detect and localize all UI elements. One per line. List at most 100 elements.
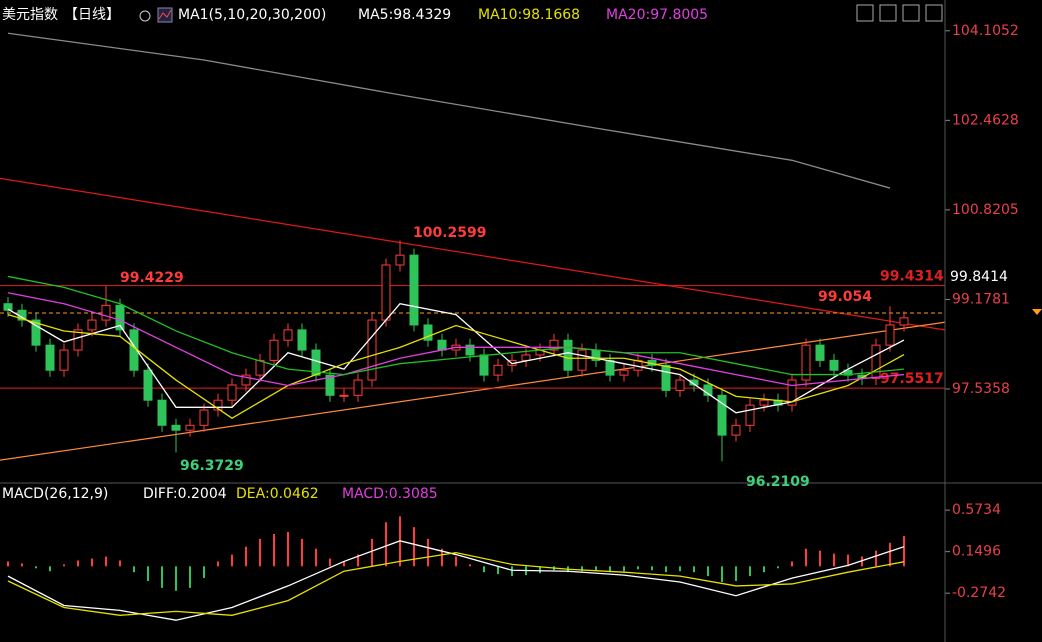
candle-body — [241, 374, 251, 386]
candle-body — [339, 394, 349, 397]
candle-body — [45, 344, 55, 371]
candle-body — [353, 379, 363, 396]
annotation: 96.2109 — [746, 474, 810, 490]
legend-diff: DIFF:0.2004 — [143, 486, 227, 502]
legend-label: MA20: — [606, 7, 650, 23]
candle-body — [563, 339, 573, 371]
candle-body — [871, 344, 881, 379]
legend-value: 97.8005 — [650, 7, 708, 23]
candle-body — [73, 329, 83, 351]
y-tick-label: 104.1052 — [952, 23, 1019, 39]
candle-body — [493, 364, 503, 376]
y-tick-label: -0.2742 — [952, 585, 1006, 601]
candle-body — [185, 424, 195, 431]
candle-body — [619, 369, 629, 376]
trend-line — [0, 321, 945, 461]
legend-label: DIFF: — [143, 486, 178, 502]
legend-value: 98.1668 — [522, 7, 580, 23]
candle-body — [255, 359, 265, 376]
indicator-line — [7, 302, 905, 414]
y-tick-label: 100.8205 — [952, 202, 1019, 218]
trend-line — [0, 177, 945, 331]
candle-body — [815, 344, 825, 361]
candle-body — [101, 304, 111, 321]
candle-body — [283, 329, 293, 341]
legend-macd: MACD:0.3085 — [342, 486, 438, 502]
plot-layer: 104.1052 102.4628 100.8205 99.1781 97.5358 99… — [0, 23, 1042, 621]
legend-ma20: MA20:97.8005 — [606, 7, 708, 23]
candle-body — [59, 349, 69, 371]
candle-body — [171, 424, 181, 431]
y-tick-label: 102.4628 — [952, 112, 1019, 128]
legend-dea: DEA:0.0462 — [236, 486, 319, 502]
candle-body — [745, 404, 755, 426]
toolbar — [856, 4, 943, 22]
y-tick-label: 97.5358 — [952, 381, 1010, 397]
indicator-line — [7, 292, 905, 387]
legend-value: 0.0462 — [270, 486, 319, 502]
period: 【日线】 — [64, 7, 120, 23]
legend-label: MA5: — [358, 7, 393, 23]
candle-body — [787, 379, 797, 406]
indicator-line — [7, 32, 891, 189]
candle-body — [605, 359, 615, 376]
tool-button[interactable] — [856, 4, 874, 22]
legend-ma5: MA5:98.4329 — [358, 7, 451, 23]
candle-body — [437, 339, 447, 351]
candle-body — [157, 399, 167, 426]
candle-body — [661, 364, 671, 391]
candle-body — [703, 384, 713, 396]
candle-body — [297, 329, 307, 351]
candle-body — [367, 319, 377, 381]
price-line-label: 99.4314 — [880, 269, 944, 285]
legend-value: 0.2004 — [178, 486, 227, 502]
chart-title: 美元指数 — [2, 7, 58, 23]
annotation: 99.054 — [818, 289, 872, 305]
legend-label: DEA: — [236, 486, 270, 502]
candle-body — [269, 339, 279, 361]
indicator-line — [7, 275, 905, 376]
candle-body — [899, 317, 909, 326]
legend-label: MA10: — [478, 7, 522, 23]
candle-body — [395, 254, 405, 266]
price-tag: 99.8414 — [950, 269, 1008, 285]
candle-body — [31, 319, 41, 346]
price-marker — [1032, 308, 1042, 315]
candle-body — [717, 394, 727, 436]
tool-button[interactable] — [879, 4, 897, 22]
candle-body — [829, 359, 839, 371]
legend-label: MACD: — [342, 486, 389, 502]
candle-body — [801, 344, 811, 381]
candle-body — [577, 349, 587, 371]
tool-button[interactable] — [925, 4, 943, 22]
candle-body — [409, 254, 419, 326]
y-tick-label: 0.1496 — [952, 544, 1001, 560]
indicator-icon-line — [158, 9, 172, 20]
candle-body — [689, 379, 699, 386]
indicator-line — [7, 313, 905, 419]
candle-body — [227, 384, 237, 401]
candle-body — [759, 399, 769, 406]
candle-body — [115, 304, 125, 331]
candle-body — [381, 264, 391, 321]
candle-body — [521, 354, 531, 361]
legend-ma10: MA10:98.1668 — [478, 7, 580, 23]
tool-button[interactable] — [902, 4, 920, 22]
annotation: 99.4229 — [120, 270, 184, 286]
candle-body — [3, 303, 13, 311]
price-line-label: 97.5517 — [880, 371, 944, 387]
indicator-name: MA1(5,10,20,30,200) — [178, 7, 326, 23]
annotation: 96.3729 — [180, 458, 244, 474]
annotation: 100.2599 — [413, 225, 487, 241]
candle-body — [465, 344, 475, 356]
candle-body — [213, 399, 223, 411]
settings-icon[interactable] — [139, 10, 151, 22]
indicator-line — [7, 540, 905, 621]
indicator-line — [7, 551, 905, 616]
legend-value: 98.4329 — [393, 7, 451, 23]
candle-body — [549, 339, 559, 351]
candle-body — [731, 424, 741, 436]
macd-title: MACD(26,12,9) — [2, 486, 108, 502]
candle-body — [199, 409, 209, 426]
